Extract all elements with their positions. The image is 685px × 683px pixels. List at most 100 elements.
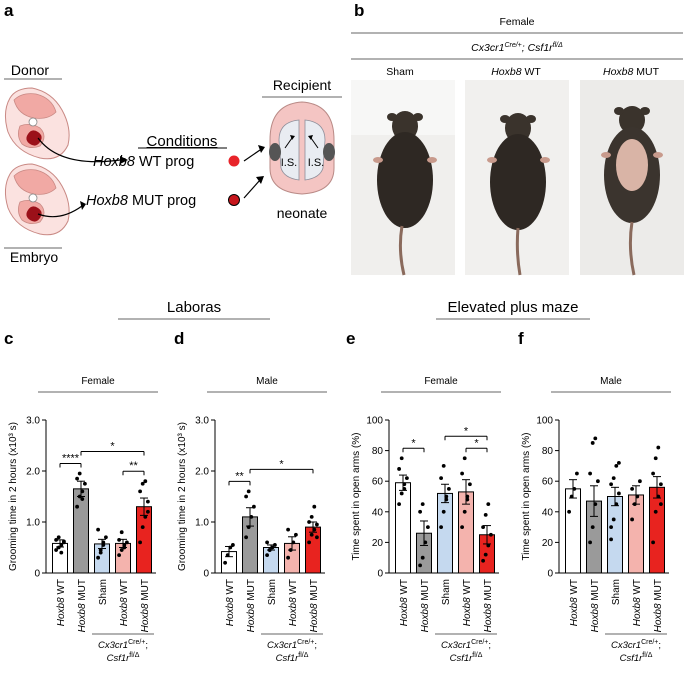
data-point	[426, 525, 430, 529]
data-point	[140, 481, 145, 486]
y-tick-label: 60	[542, 477, 554, 488]
x-tick-label: Hoxb8 MUT	[653, 579, 664, 632]
data-point	[572, 486, 577, 491]
data-point	[632, 502, 637, 507]
data-point	[286, 555, 290, 560]
y-tick-label: 0	[377, 569, 383, 580]
data-point	[288, 548, 293, 552]
data-point	[101, 540, 106, 545]
data-point	[462, 509, 467, 514]
laboras-header: Laboras	[167, 299, 221, 316]
data-point	[252, 504, 256, 509]
data-point	[569, 494, 574, 499]
data-point	[246, 489, 251, 494]
data-point	[590, 525, 595, 529]
data-point	[244, 535, 249, 540]
data-point	[249, 515, 254, 519]
y-tick-label: 1.0	[26, 518, 40, 529]
chart-e: Female 0 20 40 60 80 100 Time spent in open arm…	[351, 376, 501, 664]
y-tick-label: 0	[34, 569, 40, 580]
data-point	[418, 563, 422, 568]
data-point	[62, 539, 66, 544]
data-point	[575, 471, 579, 476]
data-point	[397, 467, 401, 471]
panel-b: b Female Cx3cr1Cre/+; Csf1rfl/Δ Sham Hox…	[351, 1, 684, 276]
x-tick-label: Hoxb8 MUT	[483, 579, 494, 632]
data-point	[77, 494, 82, 499]
genotype-line-1: Cx3cr1Cre/+;	[98, 639, 148, 651]
bar	[73, 488, 89, 574]
data-point	[441, 509, 446, 514]
panel-a-letter: a	[4, 1, 14, 20]
data-point	[567, 509, 571, 514]
x-tick-label: Hoxb8 WT	[56, 579, 67, 626]
bar	[607, 496, 623, 574]
x-tick-label: Hoxb8 WT	[225, 579, 236, 626]
mut-prog-dot	[228, 194, 240, 206]
y-tick-label: 3.0	[195, 416, 209, 427]
data-point	[146, 509, 150, 514]
y-axis-label: Time spent in open arms (%)	[521, 432, 532, 560]
y-tick-label: 40	[542, 507, 554, 518]
chart-c: Female 0 1.0 2.0 3.0 Grooming time in 2 hours…	[8, 376, 158, 664]
data-point	[447, 486, 451, 491]
genotype-line-1: Cx3cr1Cre/+;	[611, 639, 661, 651]
data-point	[420, 502, 425, 507]
y-tick-label: 2.0	[26, 467, 40, 478]
data-point	[441, 464, 446, 468]
data-point	[83, 481, 87, 486]
data-point	[460, 471, 464, 476]
data-point	[465, 494, 470, 499]
genotype-line-1: Cx3cr1Cre/+;	[267, 639, 317, 651]
data-point	[307, 520, 311, 524]
significance-label: **	[129, 460, 138, 472]
y-tick-label: 1.0	[195, 518, 209, 529]
data-point	[483, 552, 488, 557]
x-tick-label: Hoxb8 MUT	[309, 579, 320, 632]
x-tick-label: Hoxb8 WT	[632, 579, 643, 626]
y-axis-label: Time spent in open arms (%)	[351, 432, 362, 560]
genotype-line-2: Csf1rfl/Δ	[450, 652, 483, 664]
data-point	[651, 471, 655, 476]
chart-d: Male 0 1.0 2.0 3.0 Grooming time in 2 hours (…	[177, 376, 327, 664]
x-tick-label: Sham	[267, 579, 278, 605]
data-point	[468, 482, 472, 487]
data-point	[630, 486, 634, 491]
data-point	[98, 550, 103, 555]
data-point	[481, 558, 485, 563]
neonate-label: neonate	[277, 205, 328, 221]
data-point	[656, 445, 661, 450]
panel-e-letter: e	[346, 329, 355, 348]
data-point	[483, 512, 488, 517]
data-point	[460, 525, 464, 529]
data-point	[402, 486, 407, 491]
x-tick-label: Hoxb8 WT	[399, 579, 410, 626]
data-point	[462, 456, 467, 461]
data-point	[146, 499, 150, 504]
bar	[395, 482, 411, 574]
recipient-label: Recipient	[273, 77, 331, 93]
data-point	[75, 476, 79, 481]
data-point	[590, 441, 595, 445]
y-tick-label: 0	[203, 569, 209, 580]
data-point	[593, 436, 598, 441]
mouse-group-2-label: Hoxb8 WT	[491, 66, 541, 78]
y-tick-label: 20	[542, 538, 554, 549]
y-tick-label: 20	[372, 538, 384, 549]
data-point	[659, 482, 663, 487]
data-point	[439, 476, 443, 481]
condition-wt-label: Hoxb8 WT prog	[93, 154, 194, 170]
panel-a: a Donor Embryo Conditions Hoxb8 WT prog	[4, 1, 342, 265]
data-point	[609, 537, 613, 542]
data-point	[638, 479, 642, 484]
data-point	[244, 494, 249, 499]
genotype-line-2: Csf1rfl/Δ	[620, 652, 653, 664]
genotype-line-1: Cx3cr1Cre/+;	[441, 639, 491, 651]
conditions-title: Conditions	[147, 133, 218, 150]
mouse-photo-hoxb8-wt	[465, 80, 569, 276]
genotype-line-2: Csf1rfl/Δ	[107, 652, 140, 664]
y-axis-label: Grooming time in 2 hours (x10³ s)	[8, 422, 19, 571]
data-point	[439, 525, 443, 529]
data-point	[267, 548, 272, 552]
